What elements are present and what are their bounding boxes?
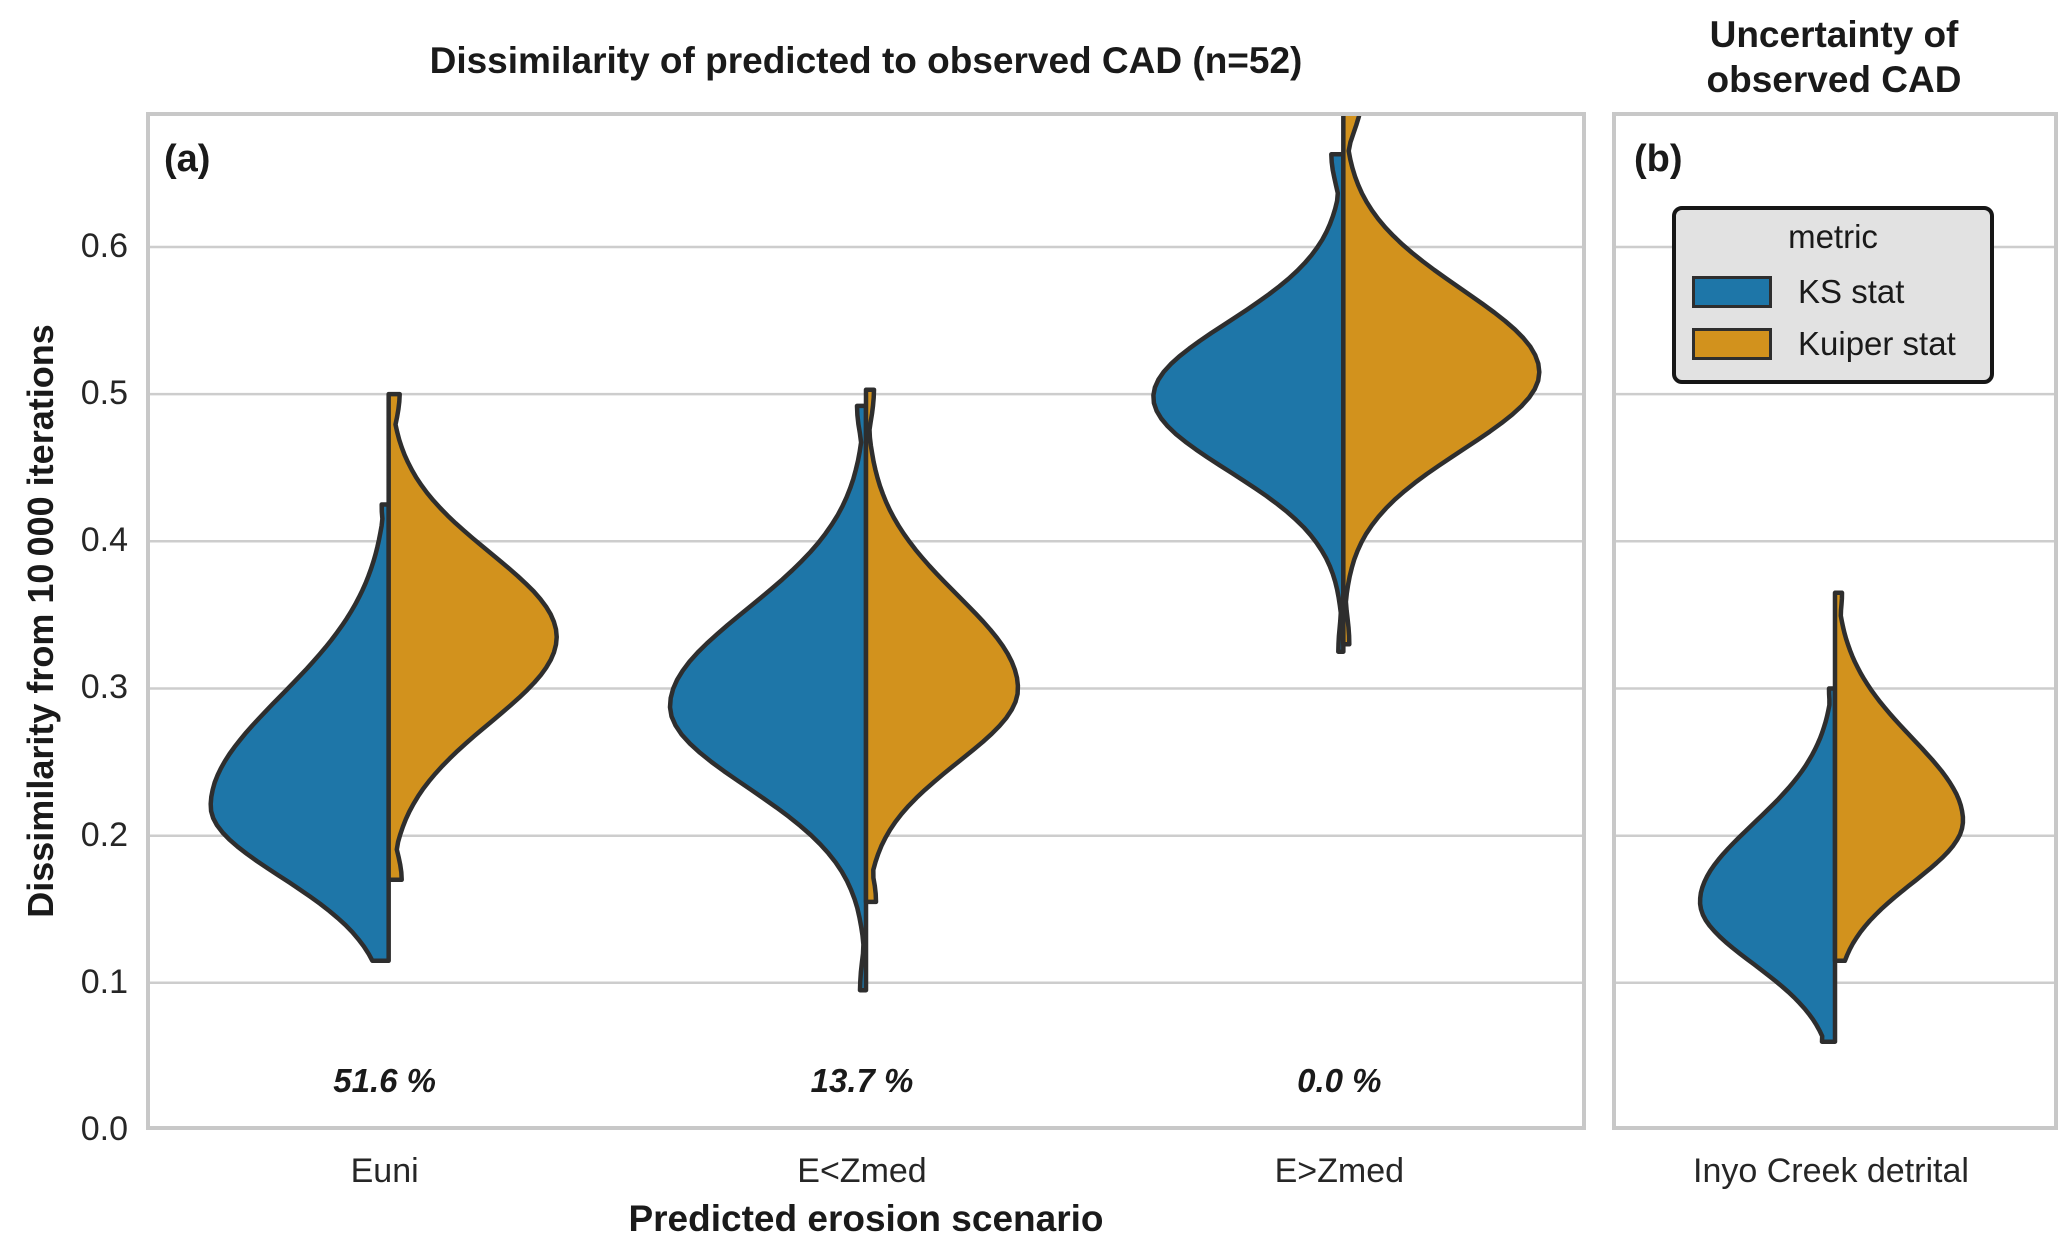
legend-title: metric <box>1788 218 1878 255</box>
panel-b-title-line2: observed CAD <box>1706 59 1962 100</box>
violin-E>Zmed-kuiper-stat <box>1341 116 1542 647</box>
violin-Euni-ks-stat <box>208 502 391 964</box>
ks-stat-color-swatch <box>1692 276 1772 308</box>
violin-Inyo Creek detrital-ks-stat <box>1697 686 1838 1044</box>
violin-Euni-kuiper-stat <box>386 391 559 883</box>
annotation-E>Zmed: 0.0 % <box>1297 1062 1382 1099</box>
violin-E<Zmed-kuiper-stat <box>863 387 1021 905</box>
x-axis-label: Predicted erosion scenario <box>628 1198 1104 1239</box>
legend-label-ks: KS stat <box>1798 273 1905 310</box>
kuiper-stat-color-swatch <box>1692 328 1772 360</box>
violin-E>Zmed-ks-stat <box>1151 152 1346 654</box>
x-tick-E>Zmed: E>Zmed <box>1274 1152 1405 1190</box>
y-tick-0.2: 0.2 <box>80 815 128 854</box>
x-tick-Euni: Euni <box>350 1152 419 1190</box>
annotation-E<Zmed: 13.7 % <box>810 1062 914 1099</box>
x-tick-Inyo Creek detrital: Inyo Creek detrital <box>1693 1152 1969 1190</box>
y-tick-0.0: 0.0 <box>80 1110 128 1148</box>
y-tick-0.4: 0.4 <box>80 521 128 560</box>
panel-b-letter: (b) <box>1634 138 1683 180</box>
legend-row-kuiper: Kuiper stat <box>1692 325 1990 362</box>
panel-a-plot-area <box>146 112 1586 1130</box>
legend: metric KS stat Kuiper stat <box>1672 206 1994 384</box>
y-tick-0.5: 0.5 <box>80 374 128 413</box>
x-tick-E<Zmed: E<Zmed <box>797 1152 927 1190</box>
legend-row-ks: KS stat <box>1692 273 1990 310</box>
panel-b-title: Uncertainty of observed CAD <box>1608 12 2060 102</box>
violin-Inyo Creek detrital-kuiper-stat <box>1832 590 1966 964</box>
panel-a-canvas <box>150 116 1582 993</box>
y-tick-0.6: 0.6 <box>80 226 128 265</box>
panel-b-title-line1: Uncertainty of <box>1709 14 1959 55</box>
y-tick-0.1: 0.1 <box>80 962 128 1001</box>
panel-a-title: Dissimilarity of predicted to observed C… <box>429 40 1303 81</box>
legend-label-kuiper: Kuiper stat <box>1798 325 1956 362</box>
y-tick-0.3: 0.3 <box>80 668 128 707</box>
panel-b-canvas <box>1616 245 2054 1044</box>
violin-E<Zmed-ks-stat <box>667 403 869 993</box>
panel-a-letter: (a) <box>164 138 211 180</box>
annotation-Euni: 51.6 % <box>333 1062 437 1099</box>
